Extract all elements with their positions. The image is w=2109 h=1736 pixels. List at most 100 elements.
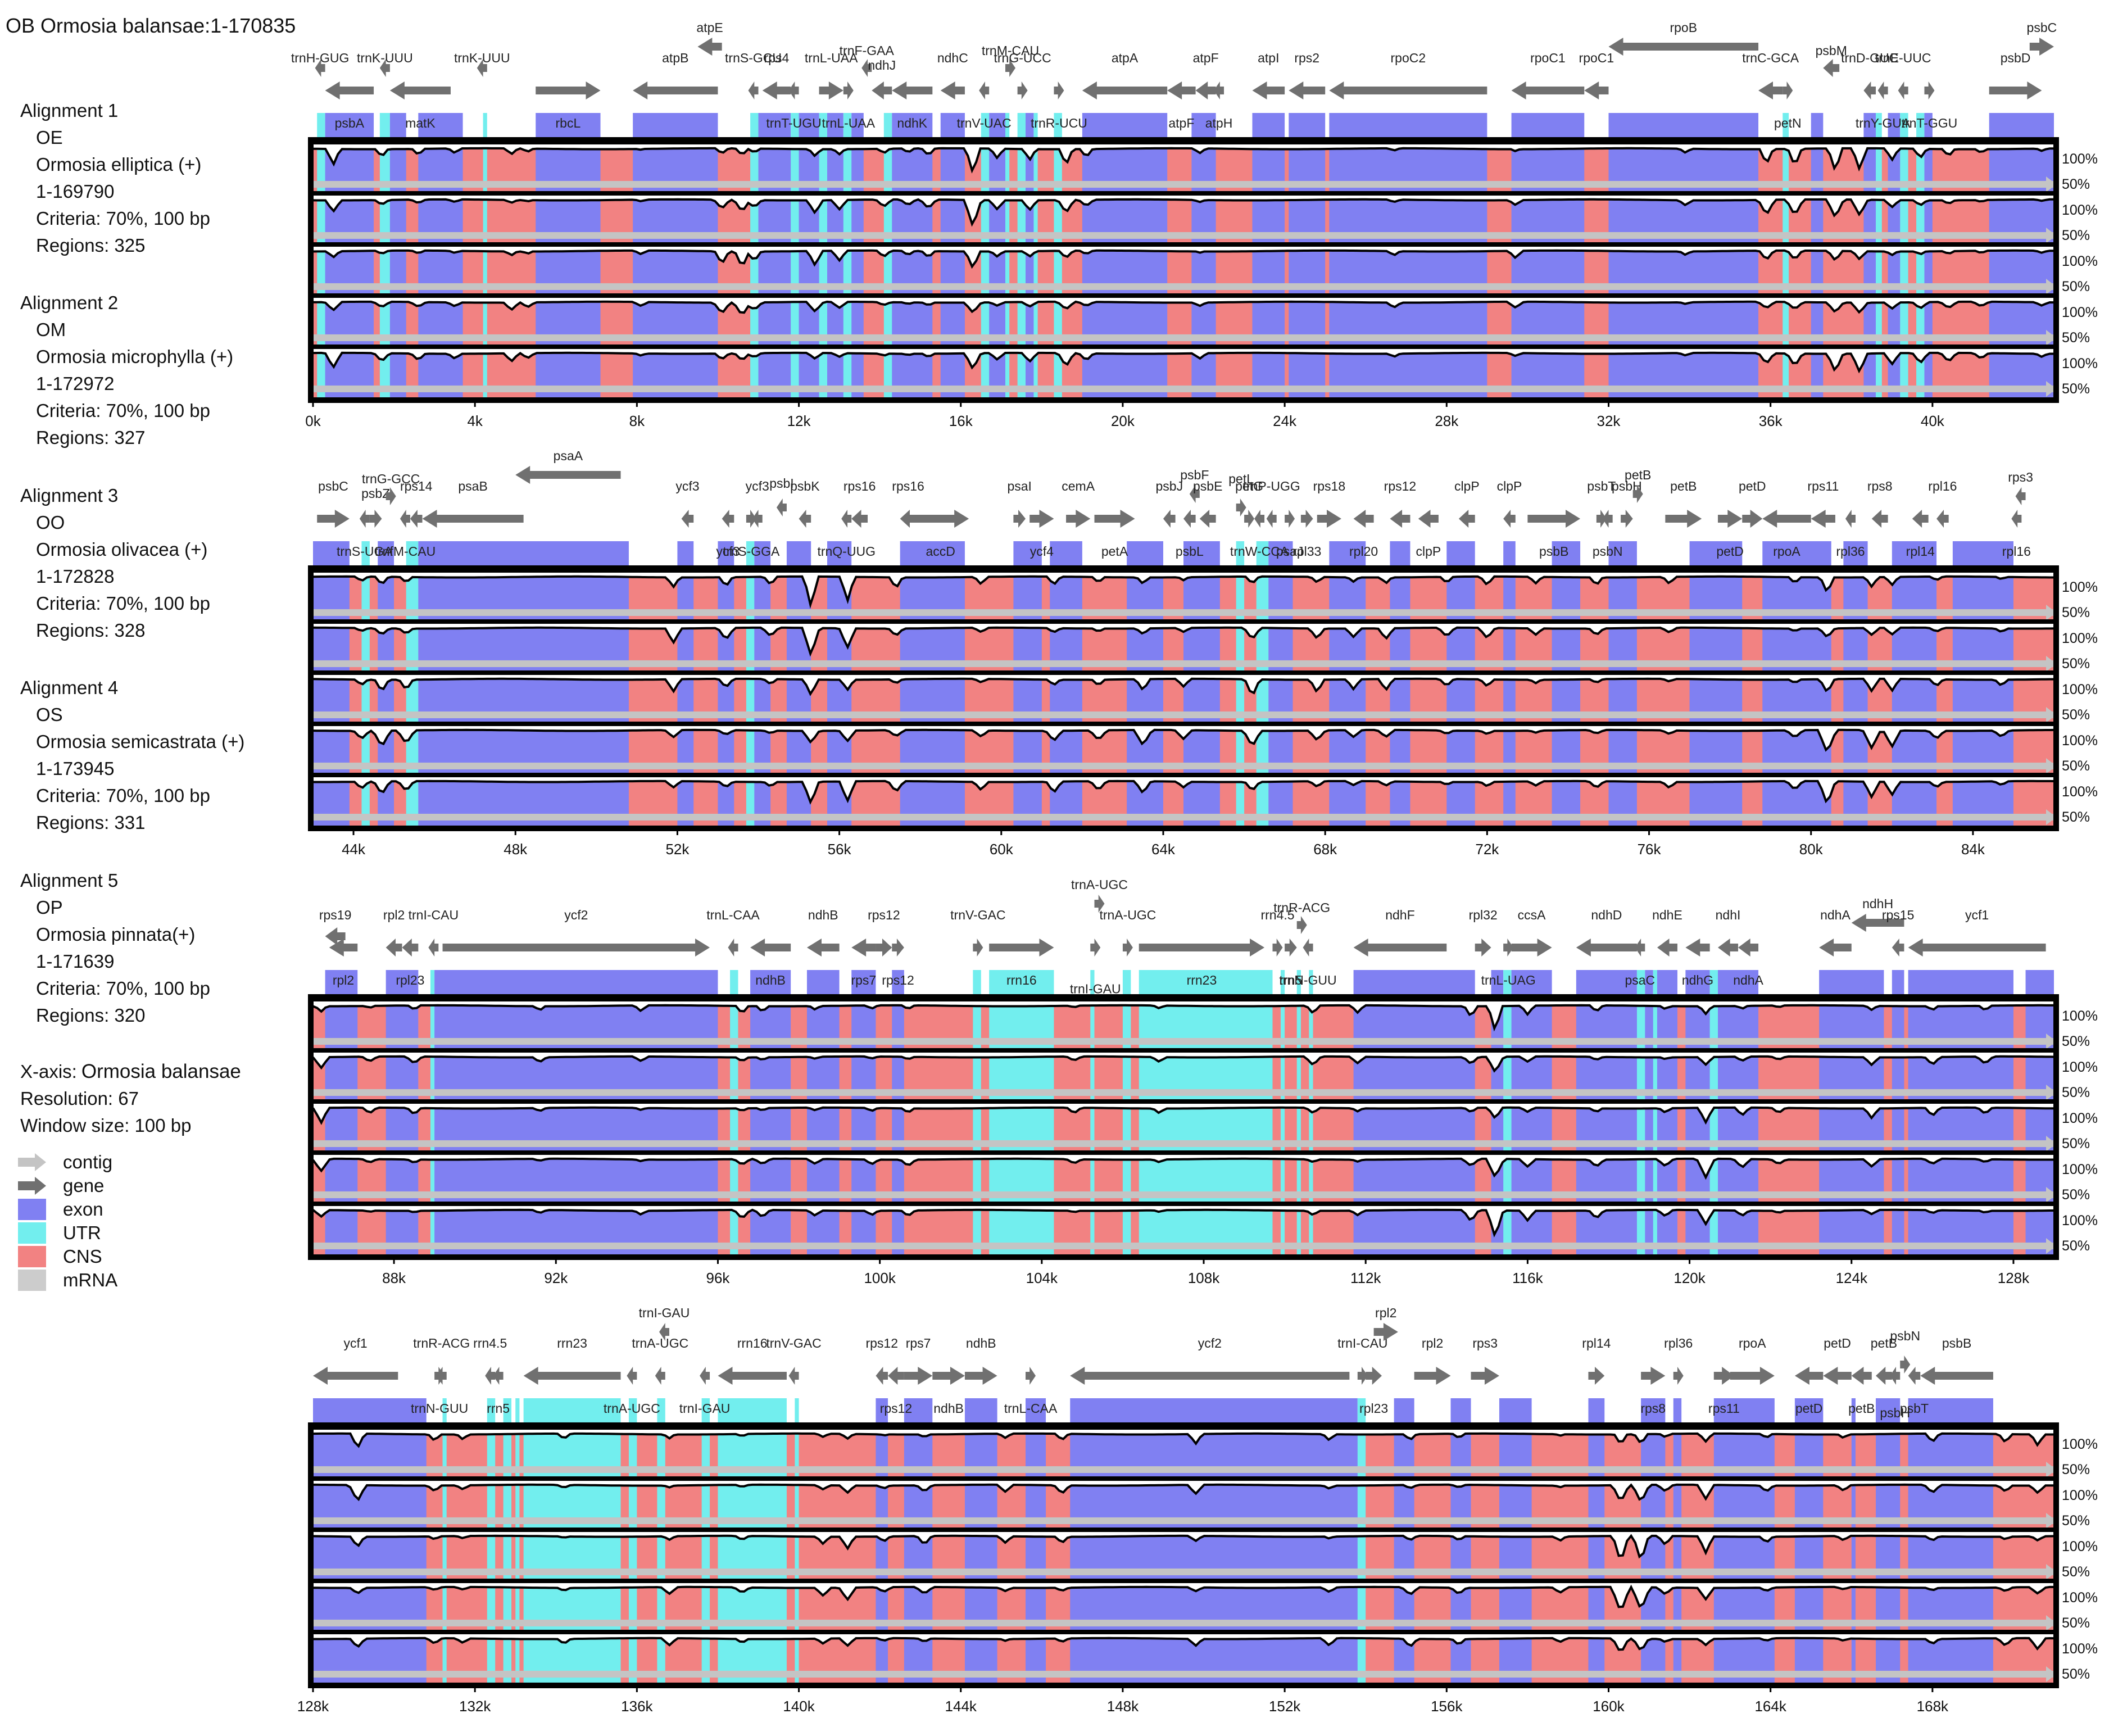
feature-exon (827, 541, 852, 567)
gene-arrow (2029, 38, 2054, 56)
gene-arrow (1189, 485, 1200, 503)
gene-arrow (1471, 1367, 1499, 1385)
region-cns (710, 1582, 718, 1619)
gene-trnw-cca: trnW-CCA (1230, 510, 1289, 559)
region-utr (791, 246, 800, 283)
x-tick: 96k (706, 1257, 731, 1286)
region-cns (1677, 1051, 1686, 1089)
feature-exon (378, 541, 394, 567)
gene-psbz: psbZ (361, 486, 390, 528)
region-cns (1009, 194, 1018, 232)
x-tick: 128k (1998, 1257, 2030, 1286)
gene-trnm-cau: trnM-CAU (982, 43, 1039, 77)
feature-utr (361, 541, 370, 567)
gene-arrow (1183, 510, 1196, 528)
feature-utr (1139, 970, 1273, 996)
ylabel-50: 50% (2062, 707, 2090, 723)
gene-trng-ucc: trnG-UCC (994, 51, 1051, 99)
region-utr (981, 297, 990, 334)
legend-label: exon (63, 1199, 103, 1220)
feature-exon (313, 541, 350, 567)
gene-arrow (515, 466, 621, 484)
contig-arrow-head (2046, 176, 2056, 192)
feature-exon (1673, 1398, 1682, 1424)
gene-arrow (1017, 81, 1028, 99)
x-tick-label: 52k (665, 841, 690, 858)
region-cns (1881, 297, 1889, 334)
feature-utr (1503, 970, 1512, 996)
x-tick-label: 124k (1836, 1270, 1868, 1286)
contig-arrow-head (2046, 228, 2056, 243)
gene-rpl36: rpl36 (1664, 1336, 1693, 1385)
region-utr (730, 1205, 738, 1242)
gene-label: petB (1625, 468, 1651, 482)
similarity-track-3: 100% 50% (312, 670, 2098, 724)
feature-exon (750, 970, 791, 996)
region-cns (1677, 1000, 1686, 1037)
region-cns (418, 1103, 431, 1140)
x-tick-label: 92k (544, 1270, 568, 1286)
region-utr (1033, 143, 1038, 180)
feature-utr (718, 1398, 787, 1424)
region-utr (317, 194, 326, 232)
region-cns (718, 1154, 731, 1191)
gene-arrow (1029, 510, 1054, 528)
gene-label: trnV-GAC (950, 908, 1005, 922)
gene-arrow (493, 1367, 504, 1385)
gene-arrow (872, 81, 892, 99)
region-cns (349, 623, 362, 660)
region-utr (795, 1531, 800, 1568)
gene-petb: petB (1848, 1367, 1875, 1416)
conservation-curve (312, 198, 2054, 227)
region-utr (1636, 1103, 1645, 1140)
gene-rrn16: rrn16 (718, 1336, 787, 1385)
region-utr (795, 1429, 800, 1466)
gene-arrow (892, 81, 933, 99)
gene-label: rps12 (880, 1401, 913, 1416)
feature-utr (883, 113, 892, 139)
x-tick: 80k (1799, 828, 1824, 858)
similarity-track-1: 100% 50% (312, 1425, 2098, 1479)
gene-arrow (799, 510, 811, 528)
feature-exon (1843, 541, 1868, 567)
panel-frame (308, 137, 2059, 403)
gene-petb: petB (1625, 468, 1651, 503)
legend-swatch-arrow (18, 1177, 46, 1195)
region-utr (1054, 297, 1063, 334)
gene-label: rps7 (906, 1336, 931, 1350)
gene-arrow (1353, 510, 1374, 528)
feature-exon (1511, 970, 1552, 996)
gene-arrow (1936, 510, 1949, 528)
gene-arrow (1673, 1367, 1684, 1385)
region-cns (1665, 1429, 1674, 1466)
region-utr (503, 1633, 512, 1670)
region-utr (1636, 1051, 1645, 1089)
x-tick: 0k (305, 400, 321, 429)
region-cns (1884, 1000, 1893, 1037)
region-utr (1503, 1051, 1512, 1089)
gene-rps12: rps12 (880, 1367, 913, 1416)
gene-label: rpl2 (333, 973, 354, 987)
gene-label: ndhG (1682, 973, 1713, 987)
region-cns (511, 1480, 516, 1517)
gene-label: trnR-ACG (413, 1336, 470, 1350)
gene-rrn5: rrn5 (487, 1367, 510, 1416)
region-utr (1236, 623, 1245, 660)
similarity-track-3: 100% 50% (312, 242, 2098, 296)
gene-label: trnM-CAU (982, 43, 1039, 58)
alignment-range: 1-173945 (36, 758, 114, 779)
region-utr (628, 1582, 637, 1619)
feature-exon (1713, 1398, 1775, 1424)
gene-arrow (1503, 939, 1514, 957)
region-cns (932, 348, 941, 385)
gene-trna-ugc: trnA-UGC (632, 1336, 688, 1385)
region-utr (1296, 1154, 1301, 1191)
x-tick: 60k (990, 828, 1014, 858)
region-cns (1881, 246, 1889, 283)
region-exon (876, 1429, 888, 1466)
x-tick-label: 96k (706, 1270, 731, 1286)
region-cns (1167, 143, 1192, 180)
gene-trns-uga: trnS-UGA (337, 510, 393, 559)
region-exon (1811, 246, 1824, 283)
feature-utr (1005, 113, 1010, 139)
